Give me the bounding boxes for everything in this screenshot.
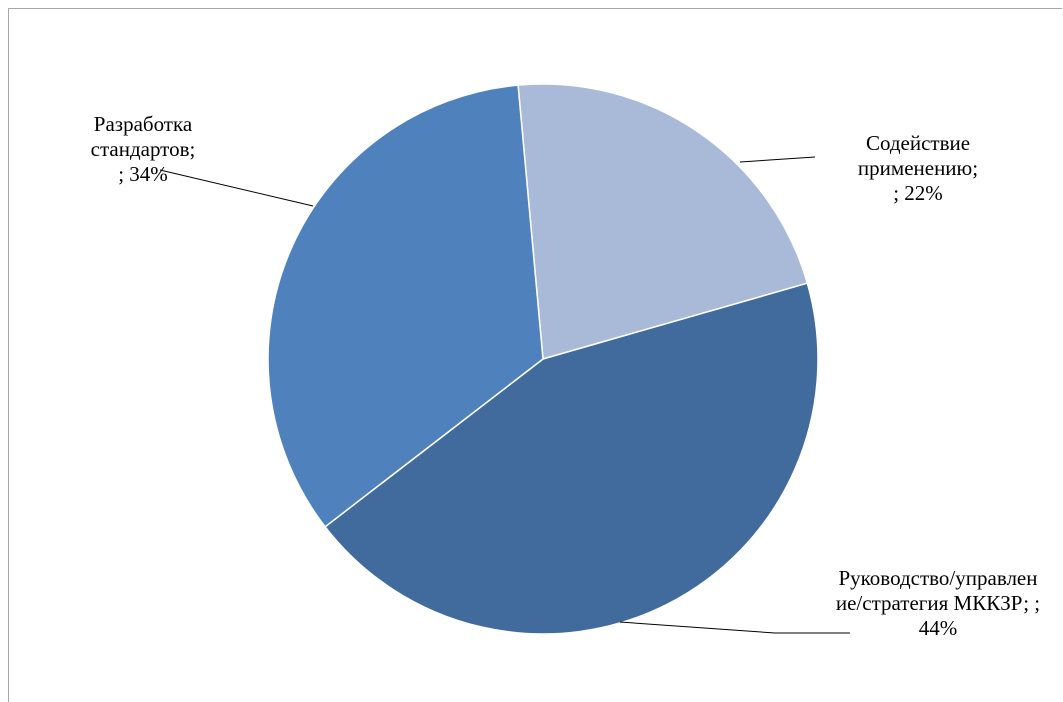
data-labels: Содействие применению;; 22% Руководство/уп… — [91, 112, 1040, 640]
data-label-1: Содействие применению;; 22% — [858, 131, 978, 205]
data-label-line: 44% — [919, 616, 958, 640]
chart-area — [8, 8, 1062, 702]
pie-slice-2 — [324, 282, 819, 635]
leader-lines — [159, 156, 850, 634]
pie-slice-1 — [517, 83, 809, 360]
data-label-line: Разработка — [94, 112, 193, 136]
data-label-line: ; 22% — [893, 181, 943, 205]
pie-slices — [267, 83, 819, 635]
data-label-line: Содействие — [866, 131, 970, 155]
leader-line-1 — [739, 156, 816, 163]
data-label-line: ; 34% — [118, 162, 168, 186]
pie-slice-3 — [267, 84, 544, 528]
data-label-2: Руководство/управлен ие/стратегия МККЗР; … — [836, 566, 1040, 640]
data-label-3: Разработка стандартов;; 34% — [91, 112, 196, 186]
data-label-line: ие/стратегия МККЗР; ; — [836, 591, 1040, 615]
data-label-line: применению; — [858, 156, 978, 180]
data-label-line: Руководство/управлен — [838, 566, 1037, 590]
leader-line-2 — [619, 621, 850, 634]
leader-line-3 — [159, 169, 314, 207]
data-label-line: стандартов; — [91, 137, 196, 161]
